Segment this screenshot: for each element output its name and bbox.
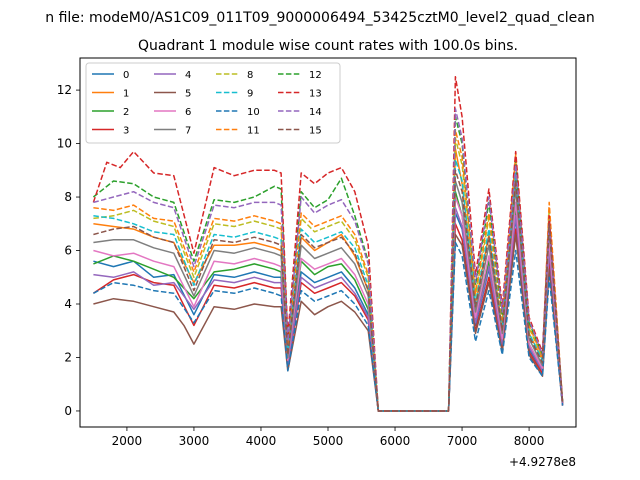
legend-label-1: 1 [123,89,129,100]
x-tick-label: 7000 [447,434,478,448]
series-line-12 [92,116,564,412]
series-line-10 [93,241,564,412]
y-tick-label: 12 [57,83,72,97]
y-tick-label: 2 [64,350,72,364]
legend-label-9: 9 [247,89,253,100]
y-tick-label: 4 [64,297,72,311]
series-line-8 [93,137,564,412]
series-line-11 [93,129,564,412]
legend-label-8: 8 [247,70,253,81]
series-line-4 [93,206,564,412]
x-tick-label: 2000 [112,434,143,448]
legend-label-13: 13 [309,89,322,100]
y-tick-label: 6 [64,244,72,258]
legend-label-14: 14 [309,107,322,118]
x-tick-label: 5000 [313,434,344,448]
legend-label-2: 2 [123,107,129,118]
x-offset-label: +4.9278e8 [509,455,576,469]
series-line-13 [92,75,564,412]
series-line-6 [93,196,564,412]
legend-label-0: 0 [123,70,129,81]
legend-label-4: 4 [185,70,191,81]
series-line-7 [93,180,564,412]
series-line-14 [93,108,564,412]
legend-label-6: 6 [185,107,191,118]
legend-label-7: 7 [185,126,191,137]
y-tick-label: 10 [57,137,72,151]
y-axis: 0 2 4 6 8 10 12 [57,83,80,418]
series-lines [92,75,564,412]
legend-label-15: 15 [309,126,322,137]
figure-suptitle: n file: modeM0/AS1C09_011T09_9000006494_… [45,10,594,26]
legend-label-10: 10 [247,107,260,118]
chart-title: Quadrant 1 module wise count rates with … [138,38,518,54]
y-tick-label: 8 [64,190,72,204]
x-tick-label: 8000 [514,434,545,448]
legend-label-11: 11 [247,126,260,137]
x-axis: 2000 3000 4000 5000 6000 7000 8000 [112,427,545,448]
legend-label-12: 12 [309,70,322,81]
y-tick-label: 0 [64,404,72,418]
x-tick-label: 4000 [246,434,277,448]
x-tick-label: 6000 [380,434,411,448]
series-line-15 [93,169,564,412]
legend-label-5: 5 [185,89,191,100]
legend-box [85,62,341,144]
legend-label-3: 3 [123,126,129,137]
x-tick-label: 3000 [179,434,210,448]
